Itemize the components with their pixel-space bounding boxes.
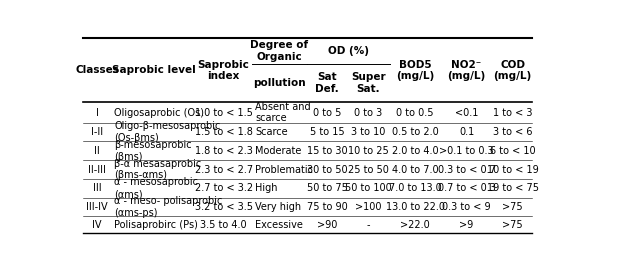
Text: 7.0 to 13.0: 7.0 to 13.0	[389, 183, 441, 193]
Text: 0.3 to < 0.7: 0.3 to < 0.7	[438, 165, 496, 174]
Text: β-α mesasaprobic
(βms-αms): β-α mesasaprobic (βms-αms)	[114, 159, 202, 180]
Text: 1.5 to < 1.8: 1.5 to < 1.8	[195, 127, 252, 137]
Text: COD
(mg/L): COD (mg/L)	[494, 59, 532, 81]
Text: >0.1 to 0.3: >0.1 to 0.3	[439, 146, 494, 156]
Text: Oligo-β-mesosaprobic
(Os-βms): Oligo-β-mesosaprobic (Os-βms)	[114, 121, 221, 143]
Text: 3 to < 6: 3 to < 6	[493, 127, 532, 137]
Text: Classes: Classes	[75, 65, 119, 75]
Text: III-IV: III-IV	[86, 202, 108, 212]
Text: I: I	[96, 107, 99, 118]
Text: 4.0 to 7.0: 4.0 to 7.0	[392, 165, 438, 174]
Text: Saprobic
index: Saprobic index	[198, 59, 249, 81]
Text: III: III	[92, 183, 101, 193]
Text: 0.5 to 2.0: 0.5 to 2.0	[392, 127, 438, 137]
Text: α - meso- polisaprobic
(αms-ps): α - meso- polisaprobic (αms-ps)	[114, 196, 223, 218]
Text: 0.3 to < 9: 0.3 to < 9	[442, 202, 491, 212]
Text: Oligosaprobic (Os): Oligosaprobic (Os)	[114, 107, 204, 118]
Text: >9: >9	[459, 220, 474, 230]
Text: Moderate: Moderate	[255, 146, 301, 156]
Text: >75: >75	[503, 202, 523, 212]
Text: Polisaprobirc (Ps): Polisaprobirc (Ps)	[114, 220, 198, 230]
Text: Very high: Very high	[255, 202, 301, 212]
Text: 0 to 0.5: 0 to 0.5	[396, 107, 434, 118]
Text: 10 to 25: 10 to 25	[348, 146, 389, 156]
Text: 6 to < 10: 6 to < 10	[490, 146, 536, 156]
Text: 13.0 to 22.0: 13.0 to 22.0	[386, 202, 444, 212]
Text: >90: >90	[317, 220, 338, 230]
Text: 15 to 30: 15 to 30	[307, 146, 348, 156]
Text: NO2⁻
(mg/L): NO2⁻ (mg/L)	[448, 59, 486, 81]
Text: pollution: pollution	[253, 78, 306, 88]
Text: α - mesosaprobic
(αms): α - mesosaprobic (αms)	[114, 177, 199, 199]
Text: 1.0 to < 1.5: 1.0 to < 1.5	[195, 107, 252, 118]
Text: Absent and
scarce: Absent and scarce	[255, 102, 311, 123]
Text: 0.7 to < 0.3: 0.7 to < 0.3	[438, 183, 496, 193]
Text: 2.7 to < 3.2: 2.7 to < 3.2	[194, 183, 252, 193]
Text: IV: IV	[92, 220, 102, 230]
Text: >75: >75	[503, 220, 523, 230]
Text: >22.0: >22.0	[400, 220, 430, 230]
Text: 25 to 50: 25 to 50	[348, 165, 389, 174]
Text: 50 to 100: 50 to 100	[345, 183, 392, 193]
Text: 75 to 90: 75 to 90	[307, 202, 348, 212]
Text: 3 to 10: 3 to 10	[351, 127, 386, 137]
Text: 0 to 5: 0 to 5	[313, 107, 341, 118]
Text: >100: >100	[355, 202, 381, 212]
Text: Scarce: Scarce	[255, 127, 288, 137]
Text: 0 to 3: 0 to 3	[354, 107, 382, 118]
Text: 5 to 15: 5 to 15	[310, 127, 344, 137]
Text: 30 to 50: 30 to 50	[307, 165, 348, 174]
Text: Super
Sat.: Super Sat.	[351, 72, 386, 94]
Text: II: II	[94, 146, 100, 156]
Text: 50 to 75: 50 to 75	[307, 183, 348, 193]
Text: 1.8 to < 2.3: 1.8 to < 2.3	[195, 146, 252, 156]
Text: 0.1: 0.1	[459, 127, 474, 137]
Text: 3.2 to < 3.5: 3.2 to < 3.5	[194, 202, 252, 212]
Text: 10 to < 19: 10 to < 19	[487, 165, 539, 174]
Text: β-mesosaprobic
(βms): β-mesosaprobic (βms)	[114, 140, 192, 162]
Text: High: High	[255, 183, 278, 193]
Text: II-III: II-III	[88, 165, 106, 174]
Text: I-II: I-II	[91, 127, 103, 137]
Text: 19 to < 75: 19 to < 75	[487, 183, 539, 193]
Text: Problematic: Problematic	[255, 165, 313, 174]
Text: Sat
Def.: Sat Def.	[315, 72, 339, 94]
Text: 1 to < 3: 1 to < 3	[493, 107, 532, 118]
Text: -: -	[366, 220, 370, 230]
Text: 3.5 to 4.0: 3.5 to 4.0	[201, 220, 247, 230]
Text: <0.1: <0.1	[455, 107, 478, 118]
Text: OD (%): OD (%)	[328, 46, 369, 56]
Text: 2.3 to < 2.7: 2.3 to < 2.7	[194, 165, 252, 174]
Text: Saprobic level: Saprobic level	[112, 65, 196, 75]
Text: BOD5
(mg/L): BOD5 (mg/L)	[396, 59, 434, 81]
Text: Degree of
Organic: Degree of Organic	[251, 40, 309, 62]
Text: Excessive: Excessive	[255, 220, 302, 230]
Text: 2.0 to 4.0: 2.0 to 4.0	[392, 146, 438, 156]
